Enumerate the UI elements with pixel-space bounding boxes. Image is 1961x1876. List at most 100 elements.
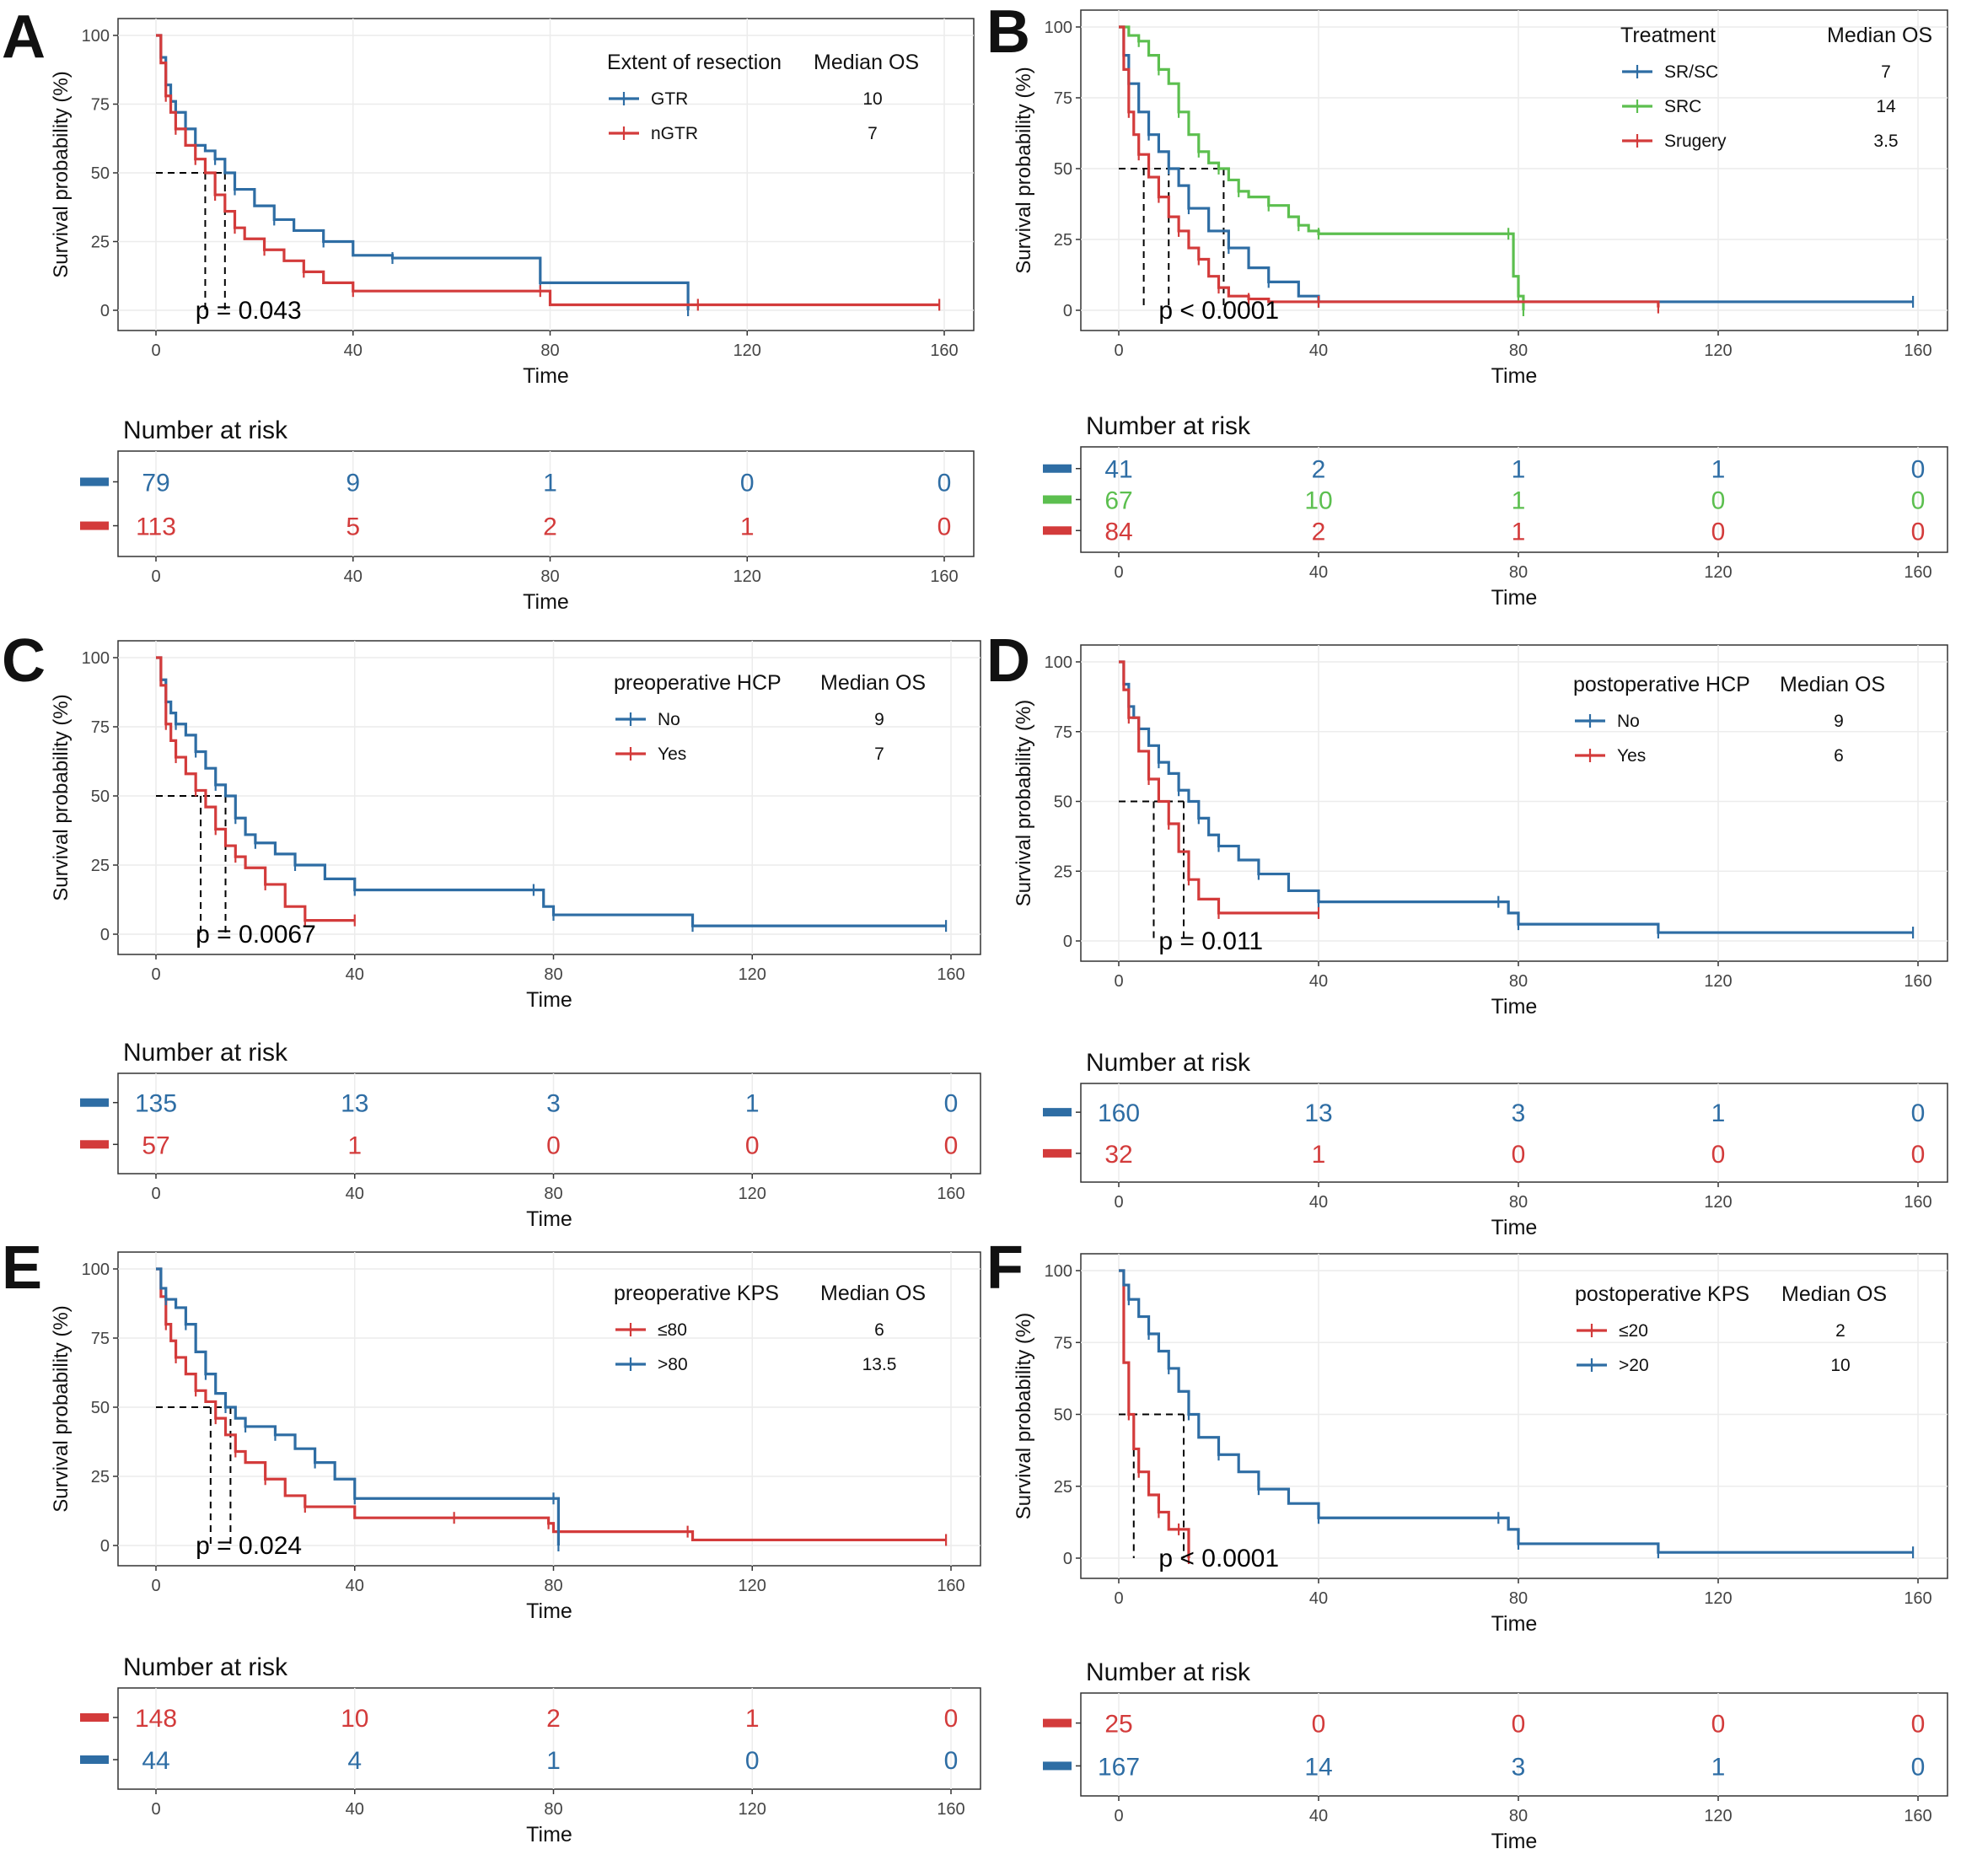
risk-x-tick-label: 40 [346, 1185, 364, 1203]
p-value: p = 0.0067 [196, 921, 316, 949]
risk-count: 0 [938, 513, 952, 541]
risk-table-frame [117, 1687, 981, 1790]
risk-table-title: Number at risk [1086, 1049, 1251, 1077]
risk-count: 5 [346, 513, 360, 541]
y-tick-label: 25 [1054, 1478, 1072, 1497]
y-axis-title: Survival probability (%) [50, 1305, 73, 1512]
risk-table-title: Number at risk [123, 417, 288, 444]
risk-count: 148 [135, 1705, 177, 1733]
risk-count: 44 [142, 1747, 169, 1775]
panel-letter: C [2, 627, 46, 695]
x-tick-label: 80 [1509, 341, 1528, 360]
risk-row-color-key [1043, 464, 1072, 473]
legend-median-header: Median OS [820, 671, 926, 695]
p-value: p < 0.0001 [1158, 1545, 1279, 1572]
legend-item-label: >80 [658, 1355, 688, 1374]
risk-count: 0 [1711, 1711, 1726, 1739]
risk-x-tick-label: 120 [739, 1185, 766, 1203]
y-tick-label: 50 [91, 164, 110, 183]
risk-count: 0 [546, 1132, 561, 1159]
y-tick-label: 50 [91, 1399, 110, 1417]
y-tick-label: 50 [1054, 160, 1072, 179]
risk-row-color-key [1043, 1718, 1072, 1728]
plot-frame [117, 640, 981, 955]
legend-title: postoperative KPS [1575, 1282, 1749, 1306]
risk-count: 0 [1911, 1711, 1926, 1739]
risk-x-tick-label: 160 [1904, 563, 1931, 582]
risk-count: 13 [341, 1090, 368, 1118]
y-tick-label: 25 [91, 857, 110, 875]
risk-count: 2 [1312, 456, 1326, 484]
x-tick-label: 120 [1704, 972, 1732, 991]
plot-frame [1080, 644, 1948, 962]
risk-table-frame [117, 450, 975, 557]
risk-count: 0 [944, 1132, 959, 1159]
x-tick-label: 40 [1309, 972, 1328, 991]
y-tick-label: 100 [82, 1261, 110, 1279]
y-axis-title: Survival probability (%) [50, 694, 73, 900]
risk-x-tick-label: 120 [733, 567, 761, 586]
x-axis-title: Time [1491, 995, 1538, 1019]
x-tick-label: 80 [1509, 972, 1528, 991]
x-tick-label: 120 [739, 965, 766, 984]
risk-table-title: Number at risk [123, 1653, 288, 1681]
legend-item-median: 6 [874, 1320, 884, 1340]
legend-item-label: ≤20 [1619, 1321, 1648, 1341]
y-tick-label: 50 [91, 787, 110, 806]
risk-count: 1 [1512, 487, 1526, 515]
x-tick-label: 160 [1904, 341, 1931, 360]
legend-median-header: Median OS [820, 1282, 926, 1305]
legend-item-label: Srugery [1664, 132, 1727, 151]
panel-letter: F [986, 1234, 1023, 1302]
y-tick-label: 75 [91, 96, 110, 115]
p-value: p = 0.043 [196, 297, 302, 325]
risk-count: 1 [1512, 456, 1526, 484]
risk-count: 1 [347, 1132, 362, 1159]
risk-count: 10 [1304, 487, 1332, 515]
legend-median-header: Median OS [814, 51, 919, 74]
risk-x-tick-label: 0 [151, 1185, 160, 1203]
km-curve-1 [1119, 25, 1914, 304]
y-axis-title: Survival probability (%) [1013, 67, 1035, 273]
x-tick-label: 80 [540, 341, 559, 360]
risk-x-tick-label: 160 [1904, 1807, 1931, 1825]
legend-item-label: No [1617, 712, 1640, 731]
panel-letter: D [986, 627, 1030, 695]
risk-count: 135 [135, 1090, 177, 1118]
risk-row-color-key [1043, 1148, 1072, 1158]
risk-count: 14 [1304, 1753, 1332, 1781]
p-value: p = 0.011 [1158, 927, 1263, 955]
risk-row-color-key [1043, 1108, 1072, 1117]
y-tick-label: 0 [1063, 1550, 1072, 1568]
legend-item-label: Yes [1617, 746, 1646, 766]
risk-table-frame [1080, 1692, 1948, 1797]
x-tick-label: 0 [1114, 972, 1123, 991]
risk-x-tick-label: 160 [937, 1800, 964, 1819]
x-tick-label: 40 [346, 1577, 364, 1595]
y-axis-title: Survival probability (%) [50, 71, 73, 277]
risk-count: 3 [546, 1090, 561, 1118]
panel-letter: A [2, 3, 46, 71]
y-tick-label: 25 [1054, 863, 1072, 881]
x-tick-label: 160 [1904, 1589, 1931, 1608]
y-tick-label: 25 [1054, 231, 1072, 250]
risk-count: 1 [1711, 1753, 1726, 1781]
x-tick-label: 40 [1309, 341, 1328, 360]
risk-count: 1 [1711, 456, 1726, 484]
risk-count: 0 [944, 1747, 959, 1775]
legend-item-median: 10 [1830, 1356, 1850, 1375]
x-tick-label: 0 [1114, 1589, 1123, 1608]
plot-frame [117, 18, 975, 331]
plot-frame [1080, 1253, 1948, 1579]
risk-x-axis-title: Time [1491, 1216, 1538, 1239]
risk-x-tick-label: 120 [739, 1800, 766, 1819]
legend-item-median: 7 [1881, 62, 1891, 82]
risk-x-tick-label: 80 [544, 1185, 562, 1203]
risk-count: 3 [1512, 1753, 1526, 1781]
risk-row-color-key [80, 1140, 109, 1149]
risk-x-tick-label: 160 [1904, 1193, 1931, 1212]
x-tick-label: 120 [739, 1577, 766, 1595]
risk-x-tick-label: 160 [930, 567, 958, 586]
